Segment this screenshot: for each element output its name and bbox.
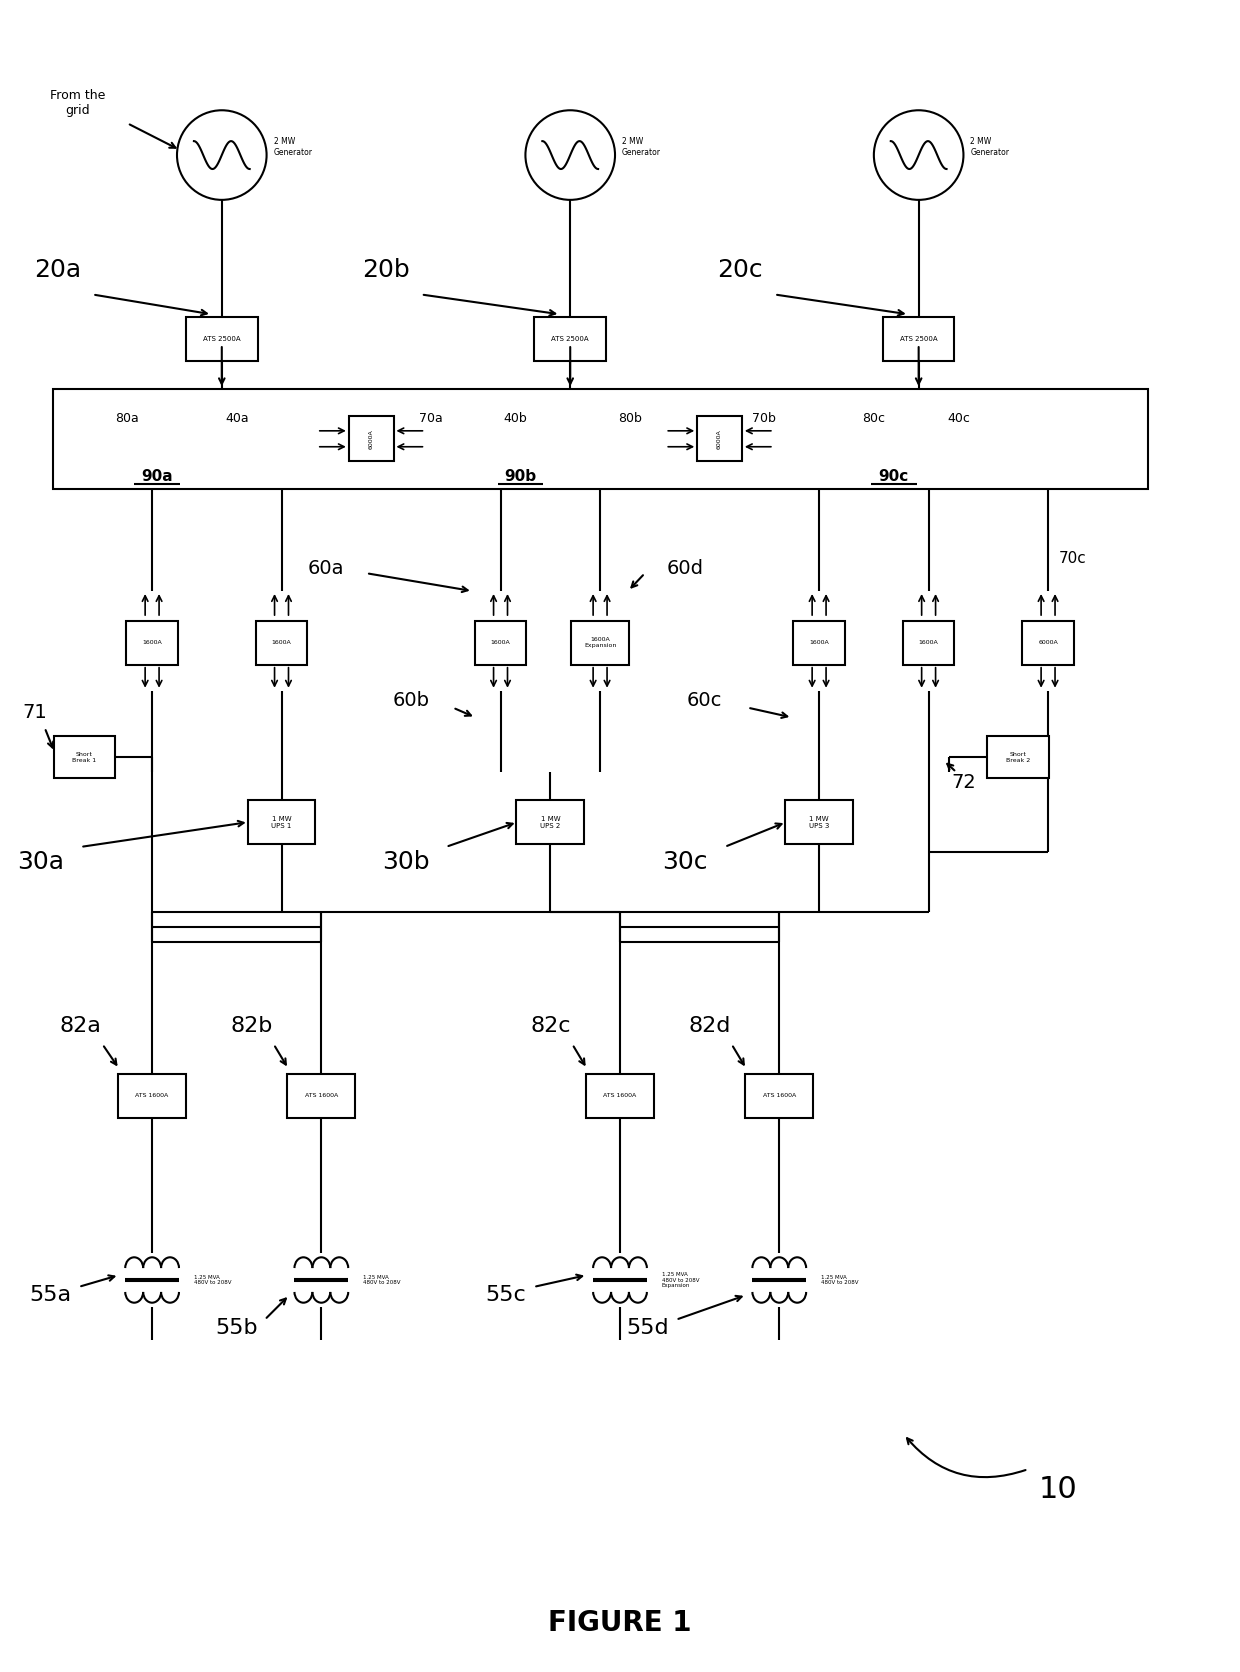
Text: 2 MW
Generator: 2 MW Generator — [971, 137, 1009, 157]
Text: 40b: 40b — [503, 413, 527, 425]
Bar — [1022, 620, 1074, 665]
Text: 80a: 80a — [115, 413, 139, 425]
Text: 71: 71 — [22, 702, 47, 722]
Bar — [118, 1073, 186, 1119]
Text: ATS 2500A: ATS 2500A — [900, 336, 937, 343]
Text: 40a: 40a — [224, 413, 248, 425]
Text: 90b: 90b — [505, 470, 537, 485]
Text: 90a: 90a — [141, 470, 172, 485]
Text: 1600A
Expansion: 1600A Expansion — [584, 637, 616, 649]
Text: Short
Break 1: Short Break 1 — [72, 752, 97, 762]
Bar — [883, 318, 955, 361]
Text: 82c: 82c — [529, 1017, 570, 1037]
Text: 1600A: 1600A — [810, 640, 830, 645]
Bar — [572, 620, 629, 665]
Text: 70b: 70b — [753, 413, 776, 425]
Bar — [126, 620, 179, 665]
Text: Short
Break 2: Short Break 2 — [1006, 752, 1030, 762]
Text: 1 MW
UPS 1: 1 MW UPS 1 — [272, 816, 291, 829]
Text: 60a: 60a — [308, 558, 345, 579]
Bar — [52, 390, 1148, 488]
Text: 20a: 20a — [33, 257, 81, 281]
Bar — [517, 801, 584, 844]
Text: 1.25 MVA
480V to 208V: 1.25 MVA 480V to 208V — [193, 1274, 232, 1286]
Text: 82a: 82a — [60, 1017, 102, 1037]
Text: 6000A: 6000A — [1038, 640, 1058, 645]
Text: 55a: 55a — [30, 1286, 72, 1304]
Text: 6000A: 6000A — [368, 430, 373, 448]
Text: 90c: 90c — [879, 470, 909, 485]
Text: 60b: 60b — [392, 691, 429, 711]
Text: 1 MW
UPS 3: 1 MW UPS 3 — [808, 816, 830, 829]
Text: 30b: 30b — [382, 849, 430, 874]
Text: 10: 10 — [1039, 1475, 1078, 1503]
Text: FIGURE 1: FIGURE 1 — [548, 1610, 692, 1637]
Text: 20c: 20c — [717, 257, 763, 281]
Text: ATS 1600A: ATS 1600A — [763, 1093, 796, 1099]
Text: 1600A: 1600A — [272, 640, 291, 645]
Text: 2 MW
Generator: 2 MW Generator — [622, 137, 661, 157]
Text: 70a: 70a — [419, 413, 443, 425]
Text: 60d: 60d — [666, 558, 703, 579]
Text: 82b: 82b — [231, 1017, 273, 1037]
Text: 70c: 70c — [1059, 550, 1086, 565]
Text: ATS 1600A: ATS 1600A — [135, 1093, 169, 1099]
Text: 80b: 80b — [618, 413, 642, 425]
Text: 1600A: 1600A — [143, 640, 162, 645]
Text: 30a: 30a — [17, 849, 64, 874]
Bar — [186, 318, 258, 361]
Text: 1.25 MVA
480V to 208V
Expansion: 1.25 MVA 480V to 208V Expansion — [662, 1272, 699, 1289]
Text: ATS 1600A: ATS 1600A — [305, 1093, 339, 1099]
Text: 55c: 55c — [485, 1286, 526, 1304]
Text: From the
grid: From the grid — [50, 89, 105, 117]
Bar — [903, 620, 955, 665]
Text: 55d: 55d — [626, 1318, 670, 1338]
Bar — [697, 416, 742, 461]
Text: 2 MW
Generator: 2 MW Generator — [274, 137, 312, 157]
Text: 1600A: 1600A — [491, 640, 511, 645]
Text: ATS 1600A: ATS 1600A — [604, 1093, 636, 1099]
Bar — [348, 416, 393, 461]
Bar — [248, 801, 315, 844]
Text: 1 MW
UPS 2: 1 MW UPS 2 — [541, 816, 560, 829]
Text: 20b: 20b — [362, 257, 410, 281]
Bar — [745, 1073, 813, 1119]
Text: 1600A: 1600A — [919, 640, 939, 645]
Text: ATS 2500A: ATS 2500A — [552, 336, 589, 343]
Text: ATS 2500A: ATS 2500A — [203, 336, 241, 343]
Bar — [785, 801, 853, 844]
Bar — [794, 620, 844, 665]
Text: 40c: 40c — [947, 413, 970, 425]
Text: 30c: 30c — [662, 849, 708, 874]
Bar — [255, 620, 308, 665]
Bar — [288, 1073, 355, 1119]
Bar — [475, 620, 527, 665]
Text: 1.25 MVA
480V to 208V: 1.25 MVA 480V to 208V — [363, 1274, 401, 1286]
Text: 72: 72 — [951, 772, 976, 793]
Text: 60c: 60c — [687, 691, 723, 711]
Text: 1.25 MVA
480V to 208V: 1.25 MVA 480V to 208V — [821, 1274, 858, 1286]
Bar — [534, 318, 606, 361]
Bar — [587, 1073, 653, 1119]
Text: 80c: 80c — [862, 413, 885, 425]
Text: 55b: 55b — [216, 1318, 258, 1338]
Text: 6000A: 6000A — [717, 430, 722, 448]
Bar — [53, 736, 115, 777]
Bar — [987, 736, 1049, 777]
Text: 82d: 82d — [688, 1017, 730, 1037]
